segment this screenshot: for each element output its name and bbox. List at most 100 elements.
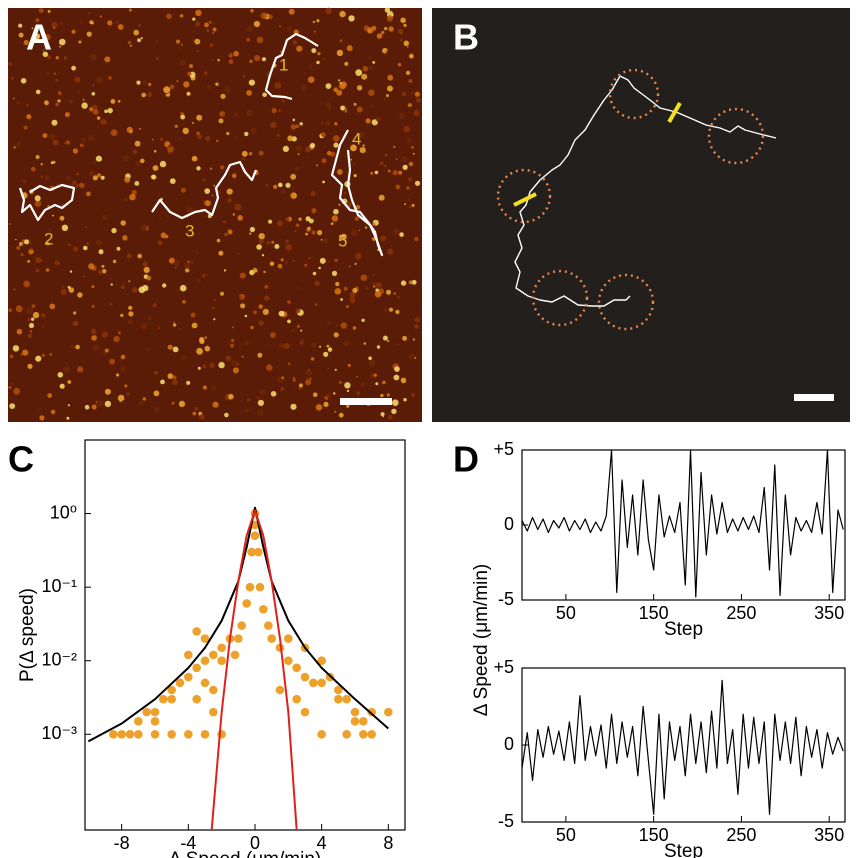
speckle xyxy=(35,268,40,273)
speckle xyxy=(244,131,249,137)
speckle xyxy=(414,180,421,186)
speckle xyxy=(376,33,383,39)
speckle xyxy=(253,310,257,315)
speckle xyxy=(271,107,277,114)
speckle xyxy=(290,403,297,410)
speckle xyxy=(393,292,396,295)
speckle xyxy=(326,321,331,326)
speckle xyxy=(202,385,207,390)
data-point xyxy=(125,729,135,739)
speckle xyxy=(72,180,77,185)
speckle xyxy=(117,24,124,30)
speckle xyxy=(194,38,201,45)
speckle xyxy=(283,343,290,350)
speckle xyxy=(27,260,30,263)
speckle xyxy=(250,9,254,13)
speckle xyxy=(256,396,260,400)
speckle xyxy=(34,200,42,207)
data-point xyxy=(350,707,360,717)
speckle xyxy=(124,176,131,183)
speckle xyxy=(168,257,175,264)
speckle xyxy=(34,256,36,259)
x-tick-label: 4 xyxy=(317,833,327,853)
speckle xyxy=(109,277,112,280)
speckle xyxy=(346,76,349,79)
speckle xyxy=(345,304,350,309)
x-tick-label: 250 xyxy=(726,825,756,845)
x-tick-label: -4 xyxy=(180,833,196,853)
speckle xyxy=(313,30,316,33)
speckle xyxy=(361,73,368,80)
speckle xyxy=(102,214,108,220)
data-point xyxy=(192,694,201,704)
speckle xyxy=(192,411,197,416)
speckle xyxy=(242,74,246,78)
y-tick-label: 0 xyxy=(504,734,514,754)
speckle xyxy=(92,175,98,181)
speckle xyxy=(162,283,167,288)
speckle xyxy=(226,131,230,136)
speckle xyxy=(92,84,95,87)
speckle xyxy=(245,408,250,413)
data-point xyxy=(292,663,301,673)
speckle xyxy=(323,351,329,357)
speckle xyxy=(363,342,367,345)
speckle xyxy=(30,166,36,172)
speckle xyxy=(338,412,344,418)
data-point xyxy=(184,729,193,739)
speckle xyxy=(325,7,332,15)
speckle xyxy=(379,161,384,166)
speckle xyxy=(95,401,98,404)
speckle xyxy=(374,170,379,175)
speckle xyxy=(64,142,66,144)
speckle xyxy=(338,79,341,82)
speckle xyxy=(192,17,196,21)
speckle xyxy=(60,30,63,33)
speckle xyxy=(191,155,198,162)
speckle xyxy=(55,78,59,82)
speckle xyxy=(372,274,375,276)
speckle xyxy=(375,115,382,122)
speckle xyxy=(124,384,128,388)
speckle xyxy=(101,264,105,268)
speckle xyxy=(46,242,50,246)
speckle xyxy=(83,245,88,251)
speckle xyxy=(220,93,226,99)
speckle xyxy=(67,285,71,289)
data-point xyxy=(359,729,368,739)
speckle xyxy=(221,55,224,58)
speckle xyxy=(401,155,408,163)
speckle xyxy=(346,404,350,408)
speckle xyxy=(334,258,338,262)
speckle xyxy=(368,55,372,60)
speckle xyxy=(202,178,206,182)
speckle xyxy=(251,287,254,289)
x-tick-label: 8 xyxy=(383,833,393,853)
speckle xyxy=(190,232,196,237)
speckle xyxy=(197,231,201,235)
speckle xyxy=(391,408,397,414)
speckle xyxy=(281,376,285,380)
speckle xyxy=(241,355,244,358)
speckle xyxy=(9,354,14,359)
speckle xyxy=(120,220,126,226)
speckle xyxy=(233,50,239,57)
speckle xyxy=(50,409,56,415)
speckle xyxy=(327,367,330,370)
speckle xyxy=(126,253,132,259)
speckle xyxy=(98,249,104,255)
speckle xyxy=(120,354,126,360)
speckle xyxy=(213,318,216,321)
speckle xyxy=(271,240,275,244)
speckle xyxy=(59,38,66,46)
speckle xyxy=(223,220,227,224)
data-line xyxy=(521,449,844,598)
speckle xyxy=(147,315,152,320)
speckle xyxy=(384,7,391,13)
speckle xyxy=(287,135,294,142)
speckle xyxy=(386,289,391,295)
speckle xyxy=(134,181,140,186)
speckle xyxy=(218,361,225,369)
data-point xyxy=(384,707,393,717)
speckle xyxy=(268,219,273,224)
